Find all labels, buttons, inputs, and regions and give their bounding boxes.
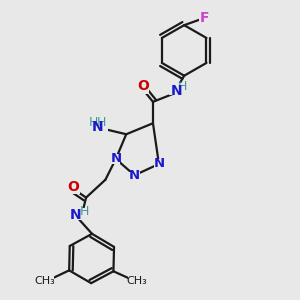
FancyBboxPatch shape xyxy=(84,120,108,132)
Text: F: F xyxy=(200,11,210,25)
FancyBboxPatch shape xyxy=(108,154,120,164)
FancyBboxPatch shape xyxy=(154,159,166,169)
FancyBboxPatch shape xyxy=(128,276,147,287)
Text: N: N xyxy=(171,84,183,98)
Text: CH₃: CH₃ xyxy=(34,276,55,286)
FancyBboxPatch shape xyxy=(35,276,54,287)
Text: H: H xyxy=(97,116,106,129)
FancyBboxPatch shape xyxy=(199,12,211,24)
Text: N: N xyxy=(110,152,122,165)
Text: CH₃: CH₃ xyxy=(127,276,148,286)
Text: H: H xyxy=(89,116,98,129)
Text: N: N xyxy=(129,169,140,182)
FancyBboxPatch shape xyxy=(68,183,80,194)
Text: H: H xyxy=(177,80,187,94)
Text: H: H xyxy=(79,205,89,218)
Text: N: N xyxy=(153,158,164,170)
FancyBboxPatch shape xyxy=(169,83,186,95)
FancyBboxPatch shape xyxy=(137,82,149,94)
Text: O: O xyxy=(137,80,149,93)
FancyBboxPatch shape xyxy=(129,172,140,182)
Text: N: N xyxy=(92,120,103,134)
FancyBboxPatch shape xyxy=(68,208,88,220)
Text: O: O xyxy=(68,180,80,194)
Text: N: N xyxy=(69,208,81,222)
